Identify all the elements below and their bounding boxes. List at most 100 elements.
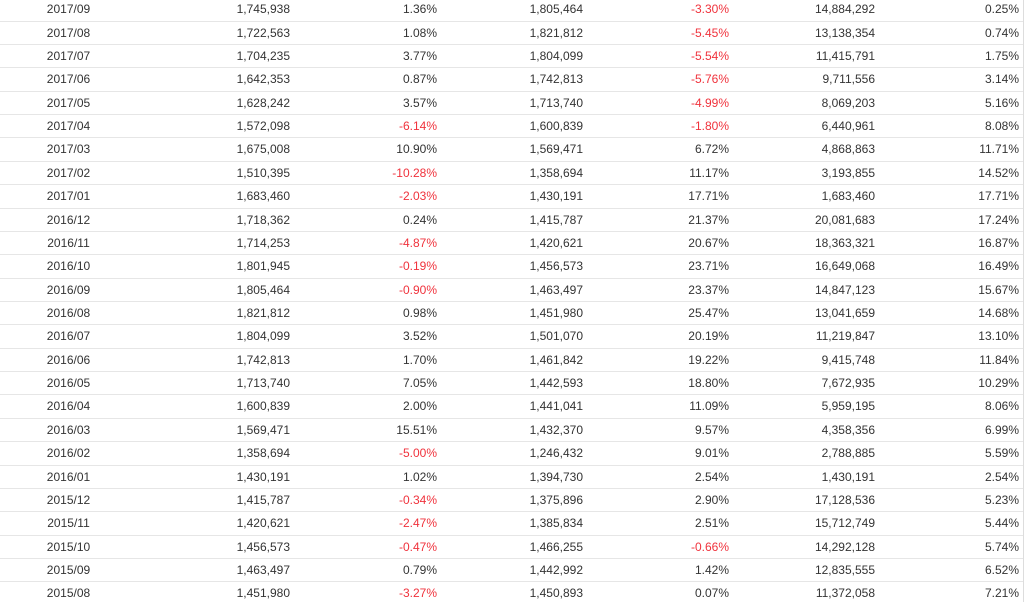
value-cell: 1,442,992: [529, 562, 583, 577]
change-cell: 0.74%: [984, 25, 1019, 40]
change-cell: 17.24%: [978, 212, 1019, 227]
value-cell: 6,440,961: [821, 119, 875, 134]
value-cell: 1,801,945: [236, 259, 290, 274]
table-row: 2017/09 1,745,938 1.36% 1,805,464 -3.30% 14,8…: [0, 0, 1023, 22]
change-cell: 0.87%: [402, 72, 437, 87]
change-cell: 6.52%: [984, 562, 1019, 577]
value-cell: 1,358,694: [529, 165, 583, 180]
month-cell: 2015/11: [47, 516, 90, 531]
table-row: 2016/06 1,742,813 1.70% 1,461,842 19.22% 9,41…: [0, 349, 1023, 373]
value-cell: 1,456,573: [529, 259, 583, 274]
value-cell: 1,430,191: [529, 189, 583, 204]
table-row: 2015/11 1,420,621 -2.47% 1,385,834 2.51% 15,7…: [0, 512, 1023, 536]
change-cell: -10.28%: [392, 165, 437, 180]
value-cell: 4,358,356: [821, 422, 875, 437]
table-row: 2015/10 1,456,573 -0.47% 1,466,255 -0.66% 14,…: [0, 536, 1023, 559]
value-cell: 1,420,621: [236, 516, 290, 531]
table-row: 2016/01 1,430,191 1.02% 1,394,730 2.54% 1,430…: [0, 466, 1023, 489]
value-cell: 1,430,191: [821, 469, 875, 484]
change-cell: -0.34%: [398, 492, 437, 507]
value-cell: 14,292,128: [814, 539, 875, 554]
value-cell: 1,451,980: [529, 306, 583, 320]
month-cell: 2017/04: [46, 119, 91, 134]
change-cell: 16.87%: [978, 235, 1019, 250]
month-cell: 2016/01: [46, 469, 91, 484]
month-cell: 2017/01: [46, 189, 91, 204]
month-cell: 2016/07: [46, 329, 91, 344]
value-cell: 1,804,099: [236, 329, 290, 344]
month-cell: 2016/09: [46, 282, 91, 297]
change-cell: 15.51%: [396, 422, 437, 437]
month-cell: 2016/06: [46, 352, 91, 367]
value-cell: 9,711,556: [822, 72, 876, 87]
change-cell: 8.06%: [984, 399, 1019, 414]
change-cell: -0.19%: [398, 259, 437, 274]
change-cell: -5.54%: [690, 49, 729, 64]
value-cell: 1,713,740: [529, 95, 583, 110]
table-row: 2015/08 1,451,980 -3.27% 1,450,893 0.07% 11,3…: [0, 582, 1023, 602]
table-row: 2016/11 1,714,253 -4.87% 1,420,621 20.67% 18,…: [0, 232, 1023, 256]
value-cell: 1,463,497: [529, 282, 583, 297]
value-cell: 1,415,787: [529, 212, 583, 227]
change-cell: 11.71%: [979, 142, 1019, 157]
value-cell: 1,461,842: [529, 352, 583, 367]
change-cell: 2.00%: [402, 399, 437, 414]
month-cell: 2015/10: [46, 539, 91, 554]
change-cell: 1.08%: [402, 25, 437, 40]
table-row: 2016/09 1,805,464 -0.90% 1,463,497 23.37% 14,…: [0, 279, 1023, 302]
value-cell: 1,432,370: [529, 422, 583, 437]
value-cell: 11,415,791: [815, 49, 875, 64]
change-cell: 7.21%: [984, 586, 1019, 601]
change-cell: 3.57%: [402, 95, 437, 110]
table-row: 2015/12 1,415,787 -0.34% 1,375,896 2.90% 17,1…: [0, 489, 1023, 513]
table-row: 2017/08 1,722,563 1.08% 1,821,812 -5.45% 13,1…: [0, 22, 1023, 46]
value-cell: 1,375,896: [529, 492, 583, 507]
change-cell: 5.23%: [984, 492, 1019, 507]
change-cell: 5.59%: [984, 446, 1019, 461]
value-cell: 18,363,321: [814, 235, 875, 250]
month-cell: 2017/07: [46, 49, 91, 64]
value-cell: 1,358,694: [236, 446, 290, 461]
change-cell: 8.08%: [984, 119, 1019, 134]
value-cell: 1,642,353: [236, 72, 290, 87]
change-cell: -3.27%: [398, 586, 437, 601]
value-cell: 1,442,593: [529, 376, 583, 391]
value-cell: 14,884,292: [814, 2, 875, 17]
value-cell: 1,683,460: [236, 189, 290, 204]
value-cell: 16,649,068: [814, 259, 875, 274]
table-row: 2016/07 1,804,099 3.52% 1,501,070 20.19% 11,2…: [0, 325, 1023, 349]
value-cell: 1,501,070: [529, 329, 583, 344]
change-cell: 6.99%: [984, 422, 1019, 437]
value-cell: 1,385,834: [529, 516, 583, 531]
value-cell: 1,450,893: [529, 586, 583, 601]
value-cell: 1,821,812: [236, 306, 290, 320]
change-cell: -0.90%: [398, 282, 437, 297]
change-cell: -5.76%: [690, 72, 729, 87]
value-cell: 11,219,847: [815, 329, 875, 344]
value-cell: 1,420,621: [529, 235, 583, 250]
change-cell: -0.66%: [690, 539, 729, 554]
month-cell: 2016/05: [46, 376, 91, 391]
table-row: 2017/06 1,642,353 0.87% 1,742,813 -5.76% 9,71…: [0, 68, 1023, 92]
change-cell: 20.67%: [688, 235, 729, 250]
month-cell: 2017/03: [46, 142, 91, 157]
change-cell: 5.44%: [984, 516, 1019, 531]
change-cell: 11.84%: [979, 352, 1019, 367]
change-cell: 3.14%: [984, 72, 1019, 87]
change-cell: -4.99%: [690, 95, 729, 110]
change-cell: -0.47%: [398, 539, 437, 554]
value-cell: 1,600,839: [236, 399, 290, 414]
month-cell: 2017/06: [46, 72, 91, 87]
change-cell: 1.42%: [694, 562, 729, 577]
change-cell: 2.54%: [984, 469, 1019, 484]
value-cell: 5,959,195: [821, 399, 875, 414]
change-cell: 15.67%: [978, 282, 1019, 297]
month-cell: 2016/12: [46, 212, 91, 227]
value-cell: 1,569,471: [236, 422, 290, 437]
change-cell: 13.10%: [978, 329, 1019, 344]
change-cell: 11.17%: [689, 165, 729, 180]
change-cell: 10.90%: [396, 142, 437, 157]
value-cell: 1,569,471: [529, 142, 583, 157]
value-cell: 1,441,041: [529, 399, 583, 414]
value-cell: 1,510,395: [236, 165, 290, 180]
